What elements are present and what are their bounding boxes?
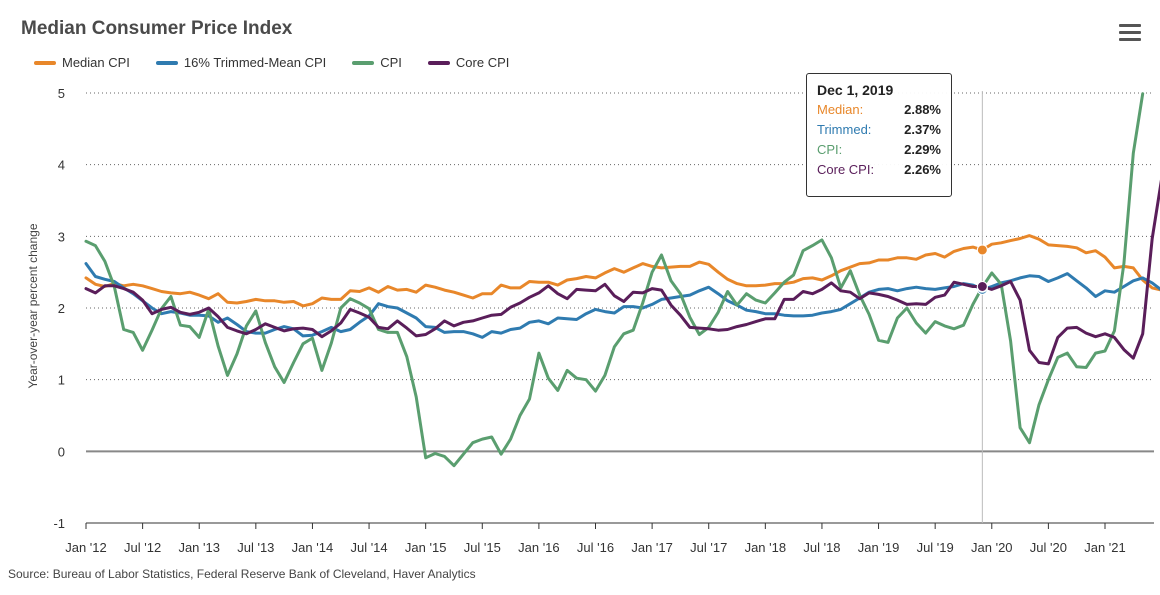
tooltip-label: Core CPI: bbox=[817, 162, 875, 177]
x-tick-label: Jul '20 bbox=[1030, 540, 1067, 555]
y-tick-label: 3 bbox=[58, 229, 65, 244]
highlight-point bbox=[976, 244, 988, 256]
chart-title: Median Consumer Price Index bbox=[21, 18, 293, 39]
x-tick-label: Jan '17 bbox=[631, 540, 673, 555]
x-tick-label: Jul '13 bbox=[237, 540, 274, 555]
x-tick-label: Jan '12 bbox=[65, 540, 107, 555]
x-tick-label: Jan '18 bbox=[745, 540, 787, 555]
legend-swatch bbox=[155, 60, 178, 65]
legend-item[interactable]: Core CPI bbox=[427, 55, 510, 70]
legend-label: Core CPI bbox=[455, 55, 510, 70]
tooltip-label: CPI: bbox=[817, 142, 843, 157]
legend-label: Median CPI bbox=[62, 55, 130, 70]
x-tick-label: Jan '15 bbox=[405, 540, 447, 555]
tooltip-row: Median: 2.88% bbox=[817, 100, 941, 120]
y-tick-label: 5 bbox=[58, 86, 65, 101]
line-chart: -1 0 1 2 3 4 5 Jan '12 Jul '12 Jan '13 Jul '13 Jan … bbox=[26, 86, 1160, 555]
x-tick-label: Jan '13 bbox=[178, 540, 220, 555]
tooltip-value: 2.26% bbox=[904, 162, 941, 177]
tooltip-label: Median: bbox=[817, 102, 864, 117]
tooltip-row: Core CPI: 2.26% bbox=[817, 160, 941, 180]
legend-label: 16% Trimmed-Mean CPI bbox=[183, 55, 327, 70]
x-tick-label: Jul '17 bbox=[690, 540, 727, 555]
x-tick-label: Jan '21 bbox=[1084, 540, 1126, 555]
x-tick-label: Jul '14 bbox=[350, 540, 387, 555]
source-note: Source: Bureau of Labor Statistics, Fede… bbox=[8, 567, 476, 581]
x-tick-label: Jan '16 bbox=[518, 540, 560, 555]
highlight-point bbox=[976, 281, 988, 292]
tooltip-label: Trimmed: bbox=[817, 122, 872, 137]
legend: Median CPI 16% Trimmed-Mean CPI CPI Core CP… bbox=[34, 55, 535, 70]
y-tick-label: 4 bbox=[58, 158, 65, 173]
series-line-1 bbox=[84, 234, 1160, 308]
y-tick-label: 2 bbox=[58, 301, 65, 316]
tooltip-date: Dec 1, 2019 bbox=[817, 82, 894, 98]
x-tick-label: Jul '18 bbox=[803, 540, 840, 555]
tooltip-row: CPI: 2.29% bbox=[817, 140, 941, 160]
x-tick-label: Jul '19 bbox=[917, 540, 954, 555]
legend-swatch bbox=[34, 60, 56, 65]
legend-label: CPI bbox=[380, 55, 402, 70]
x-tick-label: Jul '12 bbox=[124, 540, 161, 555]
y-tick-label: 1 bbox=[58, 373, 65, 388]
tooltip-row: Trimmed: 2.37% bbox=[817, 120, 941, 140]
legend-swatch bbox=[352, 60, 375, 65]
y-tick-label: -1 bbox=[53, 516, 65, 531]
tooltip-value: 2.88% bbox=[904, 102, 941, 117]
tooltip: Dec 1, 2019 Median: 2.88% Trimmed: 2.37% CPI… bbox=[806, 73, 952, 197]
x-tick-label: Jan '19 bbox=[858, 540, 900, 555]
x-tick-label: Jul '15 bbox=[464, 540, 501, 555]
legend-item[interactable]: 16% Trimmed-Mean CPI bbox=[155, 55, 327, 70]
legend-swatch bbox=[427, 60, 450, 65]
legend-item[interactable]: Median CPI bbox=[34, 55, 130, 70]
y-axis-label: Year-over-year percent change bbox=[26, 223, 40, 388]
x-tick-label: Jan '14 bbox=[292, 540, 334, 555]
tooltip-value: 2.37% bbox=[904, 122, 941, 137]
y-tick-label: 0 bbox=[58, 444, 65, 459]
x-tick-label: Jul '16 bbox=[577, 540, 614, 555]
tooltip-value: 2.29% bbox=[904, 142, 941, 157]
x-tick-label: Jan '20 bbox=[971, 540, 1013, 555]
legend-item[interactable]: CPI bbox=[352, 55, 402, 70]
series-line-3 bbox=[84, 92, 1145, 468]
hamburger-menu-icon[interactable] bbox=[1117, 22, 1143, 42]
